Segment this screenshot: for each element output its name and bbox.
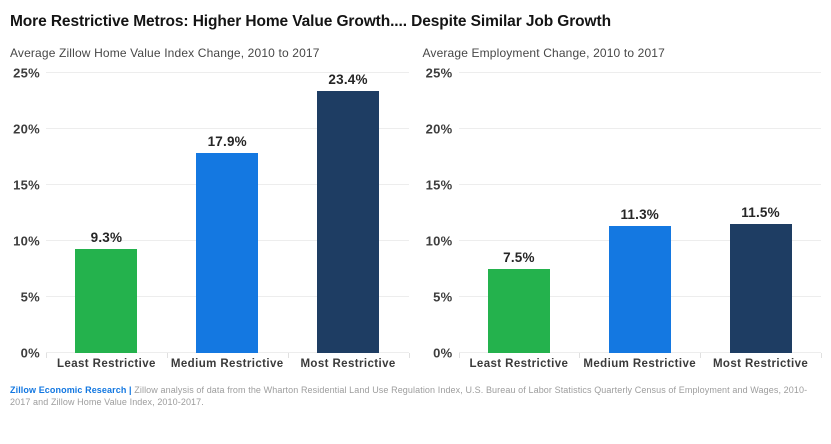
chart-subtitle-home-value: Average Zillow Home Value Index Change, …: [10, 46, 320, 60]
x-axis-category-label: Most Restrictive: [712, 358, 809, 370]
y-axis-tick-label: 20%: [425, 121, 453, 137]
bar-slot: 7.5%: [459, 73, 580, 353]
x-axis-tick: [408, 353, 410, 358]
bar-slot: 11.5%: [700, 73, 821, 353]
gridline: [458, 184, 821, 185]
gridline: [458, 128, 821, 129]
bar-slot: 9.3%: [46, 73, 167, 353]
y-axis-tick-label: 10%: [13, 233, 40, 249]
bar-least-restrictive: 7.5%: [487, 250, 550, 353]
x-axis-tick: [700, 353, 702, 358]
plot-area: 9.3% 17.9% 23.4%: [46, 72, 410, 358]
bar-medium-restrictive: 17.9%: [196, 134, 259, 353]
chart-home-value-index: Average Zillow Home Value Index Change, …: [10, 46, 410, 370]
y-axis: 0% 5% 10% 15% 20% 25%: [10, 67, 46, 360]
gridline: [458, 72, 821, 73]
bars-row: 7.5% 11.3% 11.5%: [459, 73, 822, 353]
x-axis-labels: Least Restrictive Medium Restrictive Most …: [46, 353, 409, 370]
x-axis-category-label: Medium Restrictive: [170, 358, 284, 370]
bar-value-label: 11.5%: [741, 205, 780, 221]
bar-most-restrictive: 23.4%: [317, 72, 380, 353]
bar-slot: 11.3%: [579, 73, 700, 353]
bar-value-label: 23.4%: [328, 71, 368, 87]
x-axis-labels: Least Restrictive Medium Restrictive Most …: [459, 353, 822, 370]
y-axis-tick-label: 5%: [433, 289, 453, 305]
y-axis-tick-label: 10%: [425, 233, 453, 249]
charts-row: Average Zillow Home Value Index Change, …: [10, 46, 822, 370]
bars-row: 9.3% 17.9% 23.4%: [46, 72, 409, 353]
x-axis-tick: [166, 353, 168, 358]
source-description: Zillow analysis of data from the Wharton…: [10, 385, 808, 407]
x-axis-category-label: Least Restrictive: [469, 358, 569, 370]
x-axis-tick: [287, 353, 289, 358]
x-axis-category-label: Most Restrictive: [300, 358, 396, 370]
y-axis-tick-label: 15%: [13, 177, 40, 193]
plot-wrap: 0% 5% 10% 15% 20% 25% 9.3% 17.9% 23.4%: [10, 67, 410, 360]
chart-subtitle-employment: Average Employment Change, 2010 to 2017: [422, 46, 665, 60]
plot-area: 7.5% 11.3% 11.5%: [458, 72, 822, 358]
bar-slot: 17.9%: [167, 73, 288, 353]
x-axis-tick: [821, 353, 822, 358]
y-axis-tick-label: 5%: [20, 289, 40, 305]
bar-medium-restrictive: 11.3%: [608, 207, 671, 353]
y-axis-tick-label: 20%: [13, 121, 40, 137]
y-axis-tick-label: 25%: [13, 65, 40, 81]
bar-most-restrictive: 11.5%: [729, 205, 792, 353]
x-axis-category-label: Medium Restrictive: [583, 358, 697, 370]
y-axis: 0% 5% 10% 15% 20% 25%: [423, 67, 459, 360]
figure-title: More Restrictive Metros: Higher Home Val…: [10, 13, 611, 30]
bar-value-label: 9.3%: [90, 229, 123, 245]
x-axis-tick: [579, 353, 581, 358]
gridline: [46, 72, 409, 73]
bar-least-restrictive: 9.3%: [75, 230, 138, 353]
bar-value-label: 11.3%: [620, 207, 660, 223]
x-axis-category-label: Least Restrictive: [56, 358, 156, 370]
y-axis-tick-label: 0%: [20, 345, 40, 361]
source-attribution: Zillow Economic Research | Zillow analys…: [10, 385, 821, 408]
y-axis-tick-label: 25%: [425, 65, 453, 81]
bar-value-label: 17.9%: [207, 133, 247, 149]
bar-value-label: 7.5%: [503, 250, 535, 265]
separator: |: [129, 385, 132, 395]
gridline: [46, 128, 409, 129]
brand-label: Zillow Economic Research: [10, 385, 127, 395]
chart-employment: Average Employment Change, 2010 to 2017 …: [423, 46, 822, 370]
x-axis-tick: [46, 353, 47, 358]
y-axis-tick-label: 15%: [425, 177, 453, 193]
bar-slot: 23.4%: [288, 72, 409, 353]
x-axis-tick: [458, 353, 460, 358]
y-axis-tick-label: 0%: [433, 345, 453, 361]
plot-wrap: 0% 5% 10% 15% 20% 25% 7.5% 11.3% 11.5%: [423, 67, 822, 360]
